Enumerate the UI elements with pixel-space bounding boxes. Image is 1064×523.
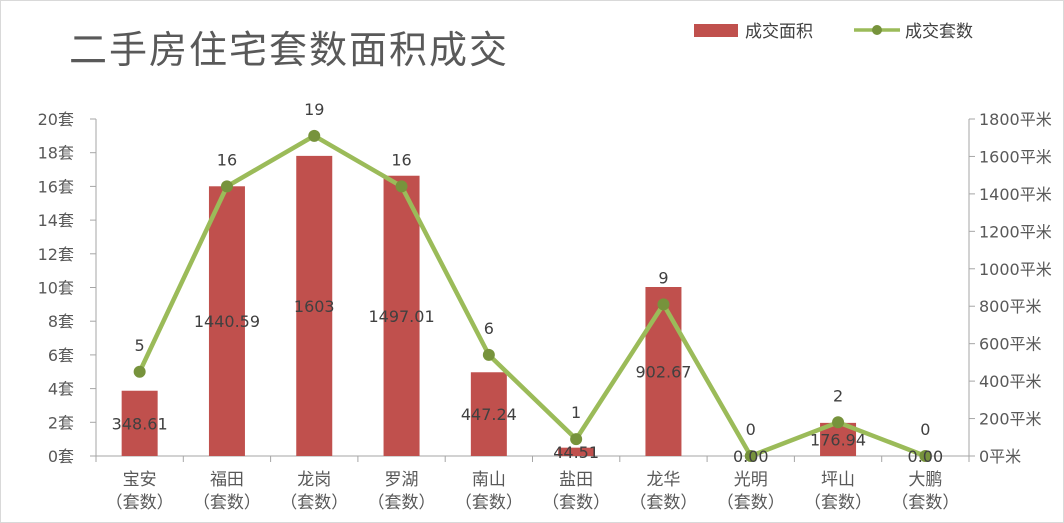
point-count [133, 365, 146, 378]
bar-area [296, 155, 333, 456]
x-category-label: 龙岗 [297, 470, 331, 490]
y-left-tick-label: 0套 [48, 447, 74, 466]
point-count [744, 450, 757, 462]
bar-area [558, 447, 595, 456]
y-left-tick-label: 16套 [38, 177, 74, 196]
point-count [220, 180, 233, 193]
y-left-tick-label: 12套 [38, 245, 74, 264]
point-count [395, 180, 408, 193]
x-category-sublabel: （套数） [804, 493, 872, 513]
y-left-tick-label: 6套 [48, 346, 74, 365]
bar-area [383, 175, 420, 457]
point-data-label: 5 [135, 336, 145, 355]
x-category-label: 龙华 [646, 470, 680, 490]
y-right-tick-label: 0平米 [979, 447, 1021, 466]
x-category-label: 福田 [210, 470, 244, 490]
bar-data-label: 1603 [294, 297, 335, 316]
y-left-tick-label: 2套 [48, 413, 74, 432]
x-category-label: 坪山 [821, 470, 855, 490]
x-category-sublabel: （套数） [629, 493, 697, 513]
legend-marker-count [872, 25, 882, 35]
y-right-tick-label: 1200平米 [979, 222, 1052, 241]
y-left-tick-label: 18套 [38, 144, 74, 163]
y-right-tick-label: 200平米 [979, 410, 1042, 429]
y-right-tick-label: 1600平米 [979, 147, 1052, 166]
point-count [919, 450, 932, 462]
chart-title: 二手房住宅套数面积成交 [69, 28, 509, 72]
bar-data-label: 0.00 [733, 447, 769, 466]
point-data-label: 16 [217, 150, 237, 169]
bar-data-label: 1497.01 [368, 307, 434, 326]
point-count [657, 298, 670, 311]
bar-data-label: 1440.59 [194, 312, 260, 331]
x-category-label: 光明 [734, 470, 768, 490]
point-count [308, 129, 321, 142]
y-right-tick-label: 1000平米 [979, 260, 1052, 279]
bar-data-label: 447.24 [461, 405, 517, 424]
point-count [482, 348, 495, 361]
y-right-tick-label: 1800平米 [979, 110, 1052, 129]
bar-data-label: 176.94 [810, 430, 866, 449]
x-category-label: 南山 [472, 470, 506, 490]
bar-area [208, 186, 245, 456]
y-right-tick-label: 1400平米 [979, 185, 1052, 204]
x-category-label: 罗湖 [385, 470, 419, 490]
point-data-label: 0 [746, 420, 756, 439]
point-data-label: 9 [658, 268, 668, 287]
point-data-label: 0 [920, 420, 930, 439]
bar-area [470, 372, 507, 456]
x-category-sublabel: （套数） [193, 493, 261, 513]
y-left-tick-label: 4套 [48, 380, 74, 399]
x-category-sublabel: （套数） [368, 493, 436, 513]
point-data-label: 19 [304, 100, 324, 119]
x-category-sublabel: （套数） [891, 493, 959, 513]
x-category-label: 盐田 [559, 470, 593, 490]
bar-data-label: 902.67 [635, 363, 691, 382]
point-data-label: 2 [833, 386, 843, 405]
x-category-sublabel: （套数） [280, 493, 348, 513]
line-count [137, 133, 927, 459]
x-category-label: 大鹏 [908, 470, 942, 490]
y-right-tick-label: 800平米 [979, 297, 1042, 316]
x-category-sublabel: （套数） [717, 493, 785, 513]
y-left-tick-label: 14套 [38, 211, 74, 230]
y-left-tick-label: 20套 [38, 110, 74, 129]
legend-swatch-area [694, 24, 738, 37]
y-left-tick-label: 8套 [48, 312, 74, 331]
y-right-tick-label: 600平米 [979, 335, 1042, 354]
x-category-sublabel: （套数） [542, 493, 610, 513]
x-category-label: 宝安 [123, 470, 157, 490]
point-data-label: 6 [484, 319, 494, 338]
point-count [570, 433, 583, 446]
bar-area [121, 390, 158, 456]
point-count [832, 416, 845, 429]
y-right-tick-label: 400平米 [979, 372, 1042, 391]
legend-label-area: 成交面积 [745, 22, 813, 42]
x-category-sublabel: （套数） [455, 493, 523, 513]
bar-data-label: 0.00 [908, 447, 944, 466]
bar-data-label: 44.51 [553, 443, 599, 462]
point-data-label: 1 [571, 403, 581, 422]
point-data-label: 16 [391, 150, 411, 169]
legend-label-count: 成交套数 [905, 22, 973, 42]
x-category-sublabel: （套数） [106, 493, 174, 513]
bar-area [645, 287, 682, 456]
bar-data-label: 348.61 [112, 414, 168, 433]
y-left-tick-label: 10套 [38, 279, 74, 298]
